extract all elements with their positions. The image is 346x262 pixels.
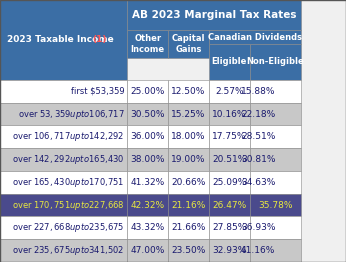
Text: Eligible: Eligible (212, 57, 247, 66)
Bar (209, 30, 301, 44)
Text: 42.32%: 42.32% (131, 201, 165, 210)
Bar (127, 80, 168, 103)
Text: 2.57%: 2.57% (215, 87, 244, 96)
Bar (250, 148, 301, 171)
Bar (168, 80, 209, 103)
Text: 30.50%: 30.50% (130, 110, 165, 118)
Bar (250, 216, 301, 239)
Bar (209, 148, 250, 171)
Text: 30.81%: 30.81% (241, 155, 275, 164)
Bar (168, 125, 209, 148)
Bar (209, 125, 250, 148)
Text: 47.00%: 47.00% (130, 246, 165, 255)
Text: 36.93%: 36.93% (241, 223, 275, 232)
Text: 36.00%: 36.00% (130, 132, 165, 141)
Text: 15.88%: 15.88% (241, 87, 275, 96)
Bar (127, 148, 168, 171)
Bar (0, 103, 127, 125)
Bar (0, 148, 127, 171)
Text: first $53,359: first $53,359 (71, 87, 125, 96)
Bar (127, 194, 168, 216)
Bar (127, 171, 168, 194)
Text: (1): (1) (93, 35, 107, 45)
Text: over $142,292 up to $165,430: over $142,292 up to $165,430 (12, 153, 125, 166)
Text: 25.00%: 25.00% (130, 87, 165, 96)
Text: 41.16%: 41.16% (241, 246, 275, 255)
Text: over $165,430 up to $170,751: over $165,430 up to $170,751 (12, 176, 125, 189)
Text: 35.78%: 35.78% (258, 201, 293, 210)
Bar (209, 44, 250, 80)
Text: over $227,668 up to $235,675: over $227,668 up to $235,675 (12, 221, 125, 234)
Text: 20.66%: 20.66% (171, 178, 206, 187)
Text: 26.47%: 26.47% (212, 201, 246, 210)
Bar (0, 171, 127, 194)
Bar (0, 125, 127, 148)
Text: 18.00%: 18.00% (171, 132, 206, 141)
Bar (250, 103, 301, 125)
Bar (127, 0, 301, 30)
Bar (0, 80, 127, 103)
Bar (127, 103, 168, 125)
Bar (168, 171, 209, 194)
Bar (0, 194, 127, 216)
Bar (127, 216, 168, 239)
Text: 20.51%: 20.51% (212, 155, 247, 164)
Bar (209, 80, 250, 103)
Bar (250, 125, 301, 148)
Bar (0, 0, 127, 80)
Text: 21.16%: 21.16% (171, 201, 206, 210)
Text: 12.50%: 12.50% (171, 87, 206, 96)
Bar (209, 239, 250, 262)
Bar (127, 30, 168, 58)
Bar (209, 216, 250, 239)
Bar (250, 171, 301, 194)
Text: Canadian Dividends: Canadian Dividends (208, 32, 302, 41)
Text: 34.63%: 34.63% (241, 178, 275, 187)
Text: 19.00%: 19.00% (171, 155, 206, 164)
Text: Capital
Gains: Capital Gains (172, 34, 205, 54)
Bar (0, 239, 127, 262)
Text: 10.16%: 10.16% (212, 110, 247, 118)
Bar (168, 194, 209, 216)
Bar (168, 148, 209, 171)
Bar (250, 44, 301, 80)
Text: 43.32%: 43.32% (131, 223, 165, 232)
Bar (250, 194, 301, 216)
Text: 27.85%: 27.85% (212, 223, 247, 232)
Bar (168, 30, 209, 58)
Text: 38.00%: 38.00% (130, 155, 165, 164)
Text: 41.32%: 41.32% (131, 178, 165, 187)
Bar (168, 103, 209, 125)
Bar (250, 80, 301, 103)
Bar (127, 239, 168, 262)
Text: 22.18%: 22.18% (241, 110, 275, 118)
Bar (168, 239, 209, 262)
Text: 25.09%: 25.09% (212, 178, 247, 187)
Text: 15.25%: 15.25% (171, 110, 206, 118)
Text: Non-Eligible: Non-Eligible (247, 57, 304, 66)
Text: 2023 Taxable Income: 2023 Taxable Income (7, 35, 113, 45)
Bar (250, 239, 301, 262)
Bar (209, 103, 250, 125)
Text: over $170,751 up to $227,668: over $170,751 up to $227,668 (12, 199, 125, 212)
Bar (0, 216, 127, 239)
Text: 28.51%: 28.51% (241, 132, 275, 141)
Text: 23.50%: 23.50% (171, 246, 206, 255)
Text: AB 2023 Marginal Tax Rates: AB 2023 Marginal Tax Rates (132, 10, 297, 20)
Text: over $53,359 up to $106,717: over $53,359 up to $106,717 (18, 108, 125, 121)
Text: over $106,717 up to $142,292: over $106,717 up to $142,292 (12, 130, 125, 143)
Text: 17.75%: 17.75% (212, 132, 247, 141)
Text: Other
Income: Other Income (131, 34, 165, 54)
Bar (168, 216, 209, 239)
Bar (209, 171, 250, 194)
Text: over $235,675 up to $341,502: over $235,675 up to $341,502 (12, 244, 125, 257)
Bar (127, 125, 168, 148)
Text: 32.93%: 32.93% (212, 246, 247, 255)
Text: 21.66%: 21.66% (171, 223, 206, 232)
Bar (209, 194, 250, 216)
